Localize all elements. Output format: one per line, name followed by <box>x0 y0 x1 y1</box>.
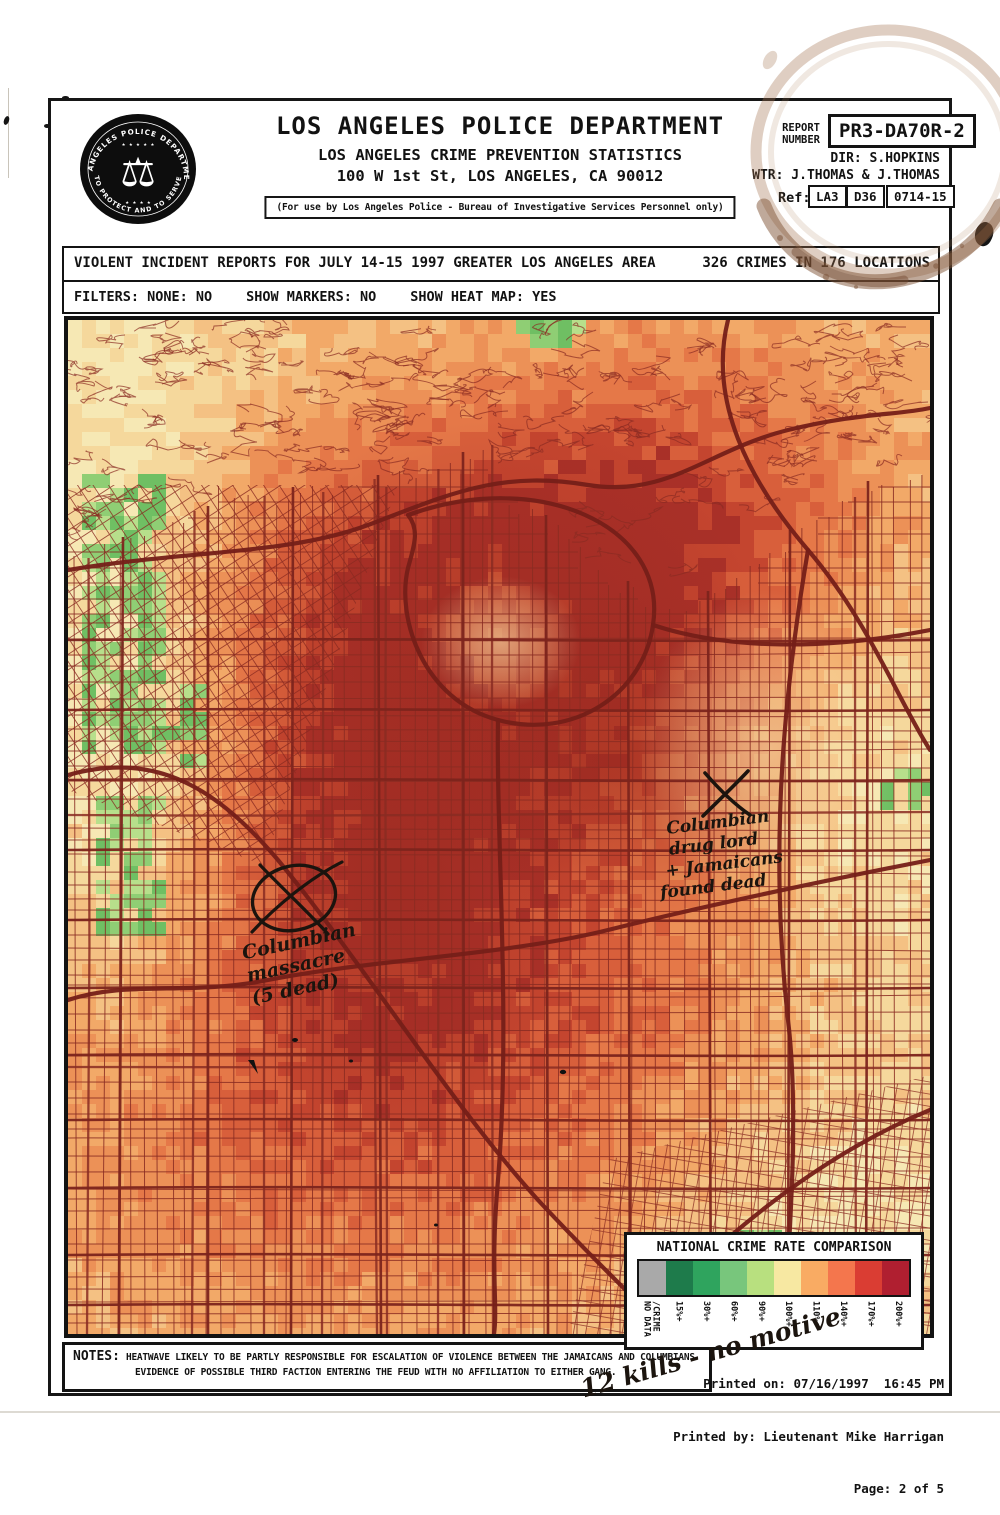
notes-line2: EVIDENCE OF POSSIBLE THIRD FACTION ENTER… <box>135 1367 617 1378</box>
report-number-label: REPORT NUMBER <box>782 122 820 146</box>
legend-color-bar <box>637 1259 911 1297</box>
legend-label: 200%+ <box>892 1301 903 1327</box>
seal-stars-top: ★ ★ ★ ★ ★ <box>122 141 155 148</box>
seal-stars-bottom: ★ ★ ★ ★ <box>125 199 151 206</box>
writer-line: WTR: J.THOMAS & J.THOMAS <box>752 168 940 183</box>
legend-label: 15%+ <box>673 1301 684 1322</box>
filters-row: FILTERS: NONE: NO SHOW MARKERS: NO SHOW … <box>64 282 938 312</box>
legend-swatch <box>855 1261 882 1295</box>
filters-status: FILTERS: NONE: NO <box>74 289 213 305</box>
report-number-value: PR3-DA70R-2 <box>828 114 976 148</box>
printed-by: Printed by: Lieutenant Mike Harrigan <box>673 1428 944 1444</box>
agency-address: 100 W 1st St, LOS ANGELES, CA 90012 <box>336 167 664 185</box>
print-info: Printed on: 07/16/1997 16:45 PM Printed … <box>673 1340 944 1515</box>
legend-swatch <box>666 1261 693 1295</box>
page-indicator: Page: 2 of 5 <box>853 1481 944 1496</box>
legend-label: 100%+ <box>783 1301 794 1327</box>
lapd-seal: LOS ANGELES POLICE DEPARTMENT TO PROTECT… <box>74 105 198 226</box>
ink-speck <box>44 124 50 128</box>
scales-of-justice-icon: ⚖ <box>120 150 156 196</box>
crime-heat-map <box>64 316 934 1338</box>
ref-box-2: D36 <box>846 185 885 208</box>
report-subtitle: LOS ANGELES CRIME PREVENTION STATISTICS <box>318 146 682 164</box>
legend-label: 170%+ <box>865 1301 876 1327</box>
restriction-notice: (For use by Los Angeles Police - Bureau … <box>264 196 736 219</box>
legend-label: 30%+ <box>701 1301 712 1322</box>
legend-swatch <box>828 1261 855 1295</box>
legend-label: 110%+ <box>810 1301 821 1327</box>
crime-count: 326 CRIMES IN 176 LOCATIONS <box>702 255 930 271</box>
notes-line1: HEATWAVE LIKELY TO BE PARTLY RESPONSIBLE… <box>125 1352 695 1363</box>
ink-blot <box>970 219 998 249</box>
legend-label: 60%+ <box>728 1301 739 1322</box>
ref-box-1: LA3 <box>808 185 847 208</box>
paper-bottom-edge <box>0 1411 1000 1413</box>
legend-swatch <box>693 1261 720 1295</box>
ref-box-3: 0714-15 <box>886 185 955 208</box>
paper-edge <box>8 88 9 178</box>
report-title-bar: VIOLENT INCIDENT REPORTS FOR JULY 14-15 … <box>62 246 940 314</box>
ink-speck <box>62 96 69 99</box>
legend-label: 140%+ <box>838 1301 849 1327</box>
legend-swatch <box>720 1261 747 1295</box>
legend-swatch <box>774 1261 801 1295</box>
report-title: VIOLENT INCIDENT REPORTS FOR JULY 14-15 … <box>74 255 656 271</box>
legend-swatch <box>747 1261 774 1295</box>
legend-swatch <box>801 1261 828 1295</box>
map-legend: NATIONAL CRIME RATE COMPARISON NO DATA/C… <box>624 1232 924 1350</box>
legend-label: NO DATA/CRIME <box>641 1301 661 1337</box>
notes-label: NOTES: <box>73 1349 120 1364</box>
legend-swatch <box>639 1261 666 1295</box>
report-title-row: VIOLENT INCIDENT REPORTS FOR JULY 14-15 … <box>64 248 938 282</box>
agency-title: LOS ANGELES POLICE DEPARTMENT <box>275 112 725 140</box>
heatmap-status: SHOW HEAT MAP: YES <box>410 289 557 305</box>
handwritten-note-right: Columbian drug lord + Jamaicans found dead <box>659 806 785 904</box>
printed-on: Printed on: 07/16/1997 16:45 PM <box>703 1376 944 1391</box>
legend-labels: NO DATA/CRIME 15%+ 30%+ 60%+ 90%+ 100%+ 110%+ 1… <box>637 1299 911 1345</box>
legend-label: 90%+ <box>755 1301 766 1322</box>
notes-box: NOTES: HEATWAVE LIKELY TO BE PARTLY RESPO… <box>62 1342 712 1392</box>
legend-swatch <box>882 1261 909 1295</box>
legend-title: NATIONAL CRIME RATE COMPARISON <box>656 1240 892 1255</box>
markers-status: SHOW MARKERS: NO <box>246 289 377 305</box>
heat-map-canvas <box>68 320 930 1334</box>
director-line: DIR: S.HOPKINS <box>830 151 940 166</box>
ref-label: Ref: <box>778 190 811 206</box>
